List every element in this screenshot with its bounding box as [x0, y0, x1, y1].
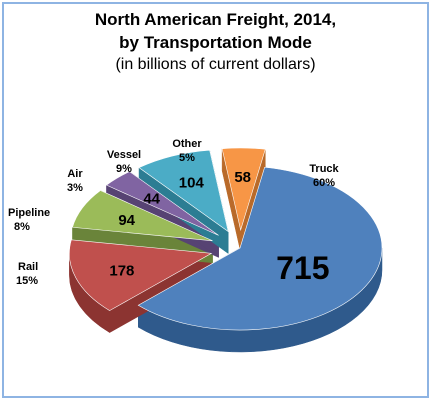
value-pipeline: 94 — [118, 212, 135, 229]
slice-rail — [69, 239, 213, 311]
label-pipeline-name: Pipeline — [8, 207, 50, 219]
label-vessel-name: Vessel — [107, 149, 141, 161]
value-rail: 178 — [109, 263, 134, 280]
slice-air — [105, 171, 219, 236]
slice-pipeline — [72, 190, 213, 242]
label-truck-percent: 60% — [313, 177, 335, 189]
label-vessel-percent: 9% — [116, 163, 132, 175]
label-air-name: Air — [67, 168, 83, 180]
chart-title-line2: by Transportation Mode — [119, 33, 312, 52]
value-truck: 715 — [276, 250, 329, 286]
chart-subtitle: (in billions of current dollars) — [115, 56, 316, 73]
value-air: 44 — [143, 191, 160, 208]
label-truck-name: Truck — [309, 163, 339, 175]
label-pipeline-percent: 8% — [14, 221, 30, 233]
label-rail-name: Rail — [18, 261, 38, 273]
chart-title-block: North American Freight, 2014, by Transpo… — [0, 8, 431, 76]
value-other: 58 — [234, 169, 251, 186]
chart-title: North American Freight, 2014, — [94, 10, 337, 29]
label-rail-percent: 15% — [16, 275, 38, 287]
label-other-name: Other — [172, 138, 202, 150]
slice-truck — [137, 166, 383, 331]
value-vessel: 104 — [179, 175, 205, 192]
slice-vessel — [138, 149, 229, 233]
label-other-percent: 5% — [179, 152, 195, 164]
slice-other — [221, 147, 266, 232]
label-air-percent: 3% — [67, 182, 83, 194]
